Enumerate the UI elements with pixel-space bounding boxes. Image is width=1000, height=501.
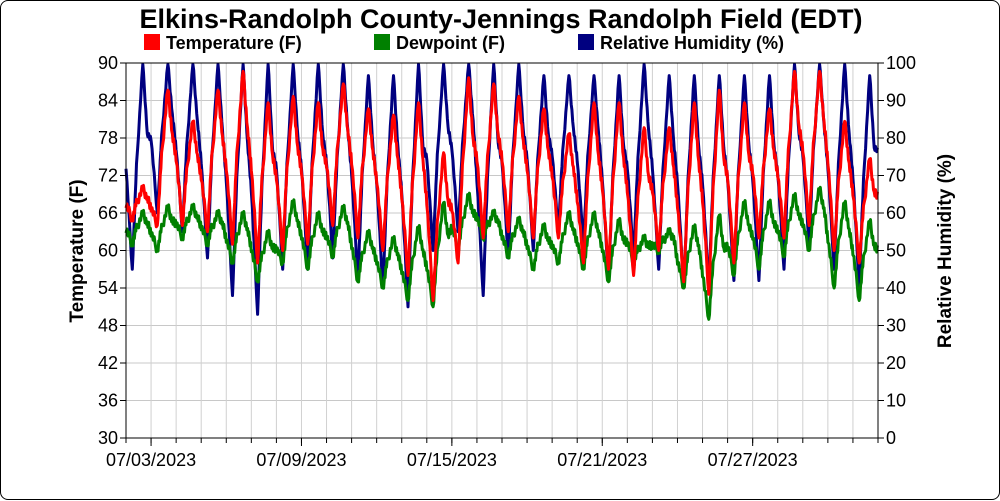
y-tick-label: 42 bbox=[98, 353, 118, 373]
y2-tick-label: 70 bbox=[886, 166, 906, 186]
axes: 30 36 42 48 54 60 66 72 78 84 90 0 10 20 30 40 50 60 70 80 9… bbox=[98, 53, 916, 470]
x-tick-label: 07/09/2023 bbox=[256, 450, 346, 470]
y-tick-label: 54 bbox=[98, 278, 118, 298]
y2-tick-label: 100 bbox=[886, 53, 916, 73]
y-tick-label: 90 bbox=[98, 53, 118, 73]
series-line-dewpoint-f bbox=[124, 185, 879, 321]
chart-title: Elkins-Randolph County-Jennings Randolph… bbox=[140, 4, 863, 34]
y-axis-label: Temperature (F) bbox=[67, 179, 88, 322]
y-tick-label: 60 bbox=[98, 241, 118, 261]
y2-tick-label: 80 bbox=[886, 128, 906, 148]
y-tick-label: 78 bbox=[98, 128, 118, 148]
y-tick-label: 36 bbox=[98, 391, 118, 411]
x-tick-label: 07/21/2023 bbox=[557, 450, 647, 470]
y-tick-label: 48 bbox=[98, 316, 118, 336]
x-tick-label: 07/15/2023 bbox=[407, 450, 497, 470]
y2-tick-label: 60 bbox=[886, 203, 906, 223]
x-tick-label: 07/03/2023 bbox=[106, 450, 196, 470]
legend-swatch bbox=[144, 34, 160, 50]
y2-tick-label: 20 bbox=[886, 353, 906, 373]
legend-label: Relative Humidity (%) bbox=[600, 33, 784, 53]
y2-tick-label: 50 bbox=[886, 241, 906, 261]
y-tick-label: 84 bbox=[98, 91, 118, 111]
x-tick-label: 07/27/2023 bbox=[708, 450, 798, 470]
y2-tick-label: 40 bbox=[886, 278, 906, 298]
y2-tick-label: 90 bbox=[886, 91, 906, 111]
y2-tick-label: 0 bbox=[886, 428, 896, 448]
y-tick-label: 72 bbox=[98, 166, 118, 186]
legend-swatch bbox=[374, 34, 390, 50]
legend-label: Temperature (F) bbox=[166, 33, 302, 53]
y2-tick-label: 30 bbox=[886, 316, 906, 336]
series-line-temperature-f bbox=[124, 69, 879, 302]
legend-label: Dewpoint (F) bbox=[396, 33, 505, 53]
series-layer bbox=[124, 62, 879, 321]
y2-axis-label: Relative Humidity (%) bbox=[935, 154, 956, 348]
y-tick-label: 30 bbox=[98, 428, 118, 448]
legend-swatch bbox=[578, 34, 594, 50]
y2-tick-label: 10 bbox=[886, 391, 906, 411]
y-tick-label: 66 bbox=[98, 203, 118, 223]
legend: Temperature (F) Dewpoint (F) Relative Humi… bbox=[144, 33, 784, 53]
